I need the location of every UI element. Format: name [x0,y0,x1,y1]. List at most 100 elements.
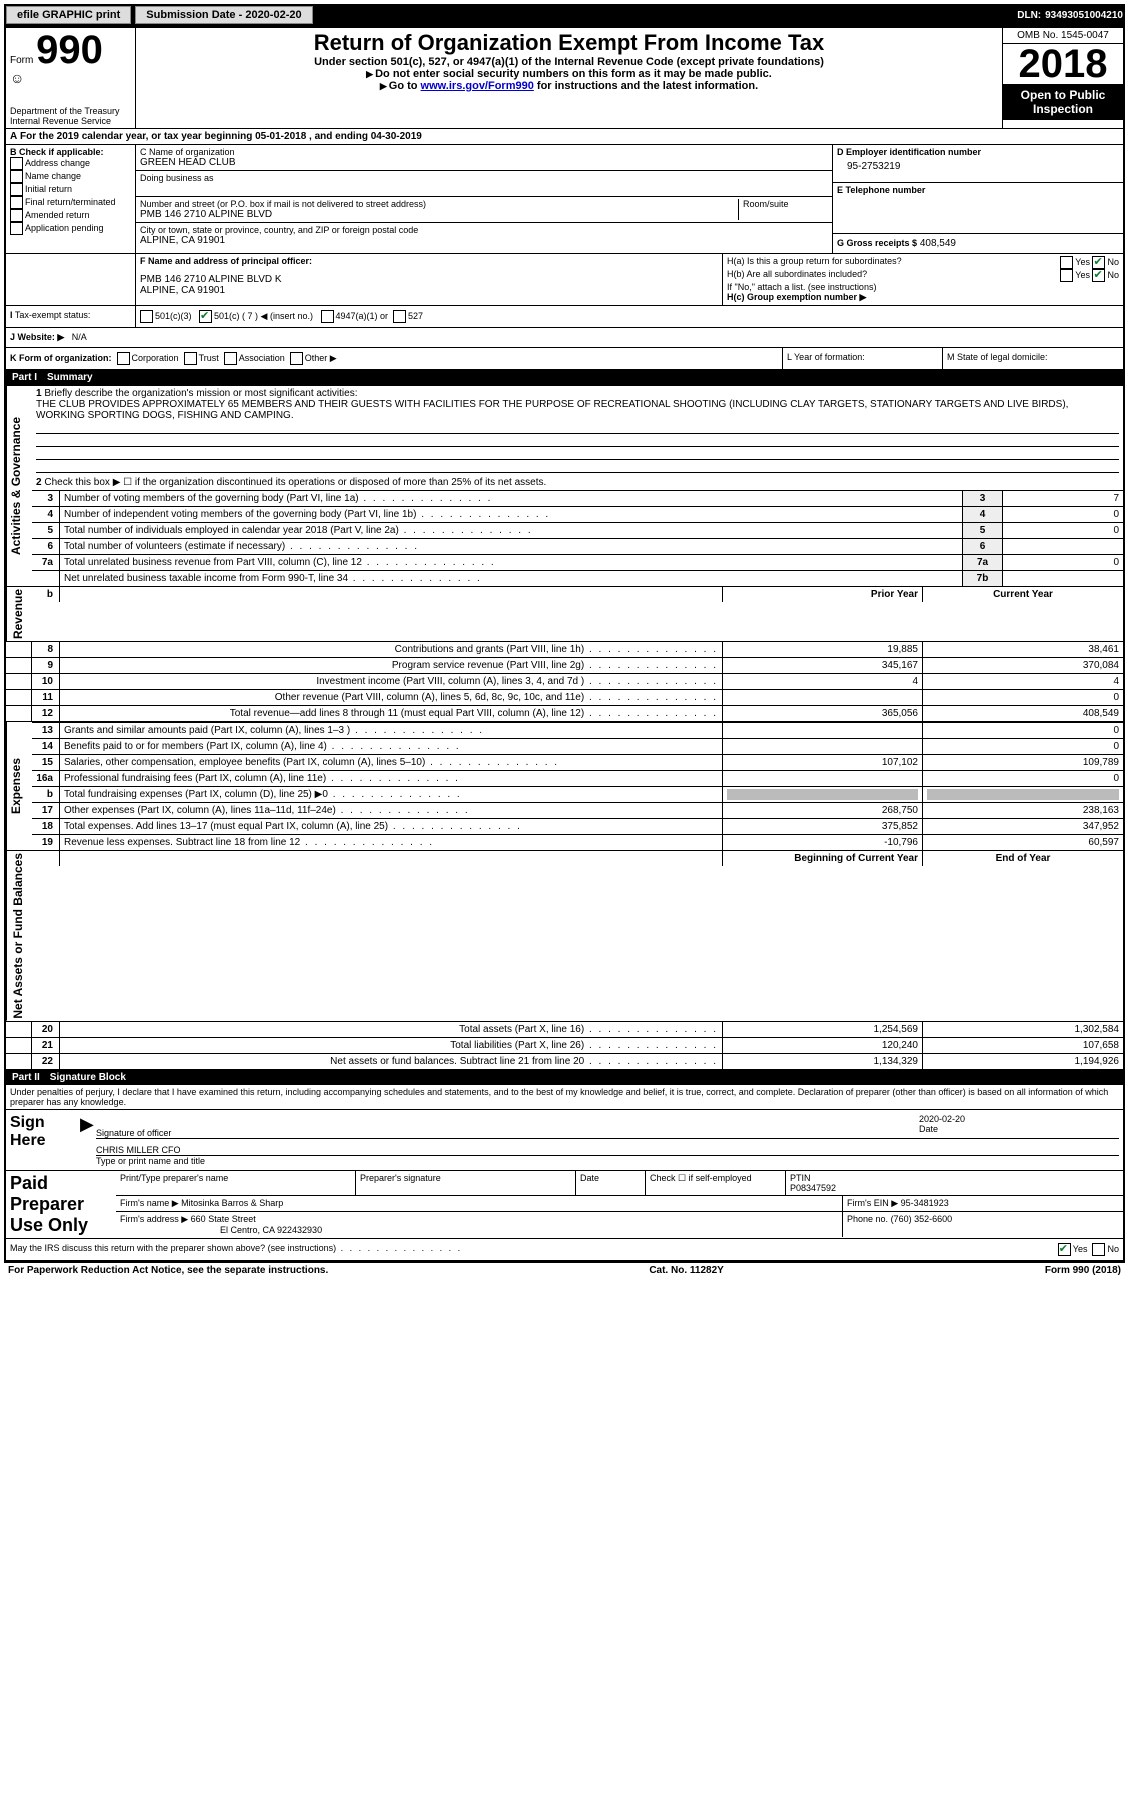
side-expenses: Expenses [6,722,32,850]
mission-label: Briefly describe the organization's miss… [44,388,357,399]
col-current-year: Current Year [923,587,1123,602]
form-title: Return of Organization Exempt From Incom… [140,30,998,56]
cb-name-change[interactable] [10,170,23,183]
submission-date-button[interactable]: Submission Date - 2020-02-20 [135,6,312,24]
form-number: 990 [36,28,103,72]
cb-ha-no[interactable] [1092,256,1105,269]
cb-other[interactable] [290,352,303,365]
sign-here-label: Sign Here [6,1110,76,1170]
opt-address-change: Address change [25,158,90,168]
cb-corp[interactable] [117,352,130,365]
org-name: GREEN HEAD CLUB [140,157,828,168]
line-20: 20Total assets (Part X, line 16)1,254,56… [6,1021,1123,1037]
cb-hb-no[interactable] [1092,269,1105,282]
city-value: ALPINE, CA 91901 [140,235,828,246]
line-2-text: Check this box ▶ ☐ if the organization d… [44,477,546,488]
side-revenue: Revenue [6,587,32,641]
ein-value: 95-2753219 [837,157,1119,180]
ptin-label: PTIN [790,1173,811,1183]
cb-527[interactable] [393,310,406,323]
cb-discuss-yes[interactable] [1058,1243,1071,1256]
city-label: City or town, state or province, country… [140,225,828,235]
cb-501c3[interactable] [140,310,153,323]
footer-form-no: 990 [1073,1265,1090,1276]
officer-name-label: Type or print name and title [96,1155,1119,1166]
firm-name-label: Firm's name ▶ [120,1198,179,1208]
form-org-label: K Form of organization: [10,353,112,363]
officer-name: CHRIS MILLER CFO [96,1145,181,1155]
top-bar: efile GRAPHIC print Submission Date - 20… [4,4,1125,26]
year-formation: L Year of formation: [783,348,943,369]
prep-name-label: Print/Type preparer's name [116,1171,356,1195]
discuss-yes: Yes [1073,1244,1088,1254]
sig-date-label: Date [919,1124,938,1134]
officer-label: F Name and address of principal officer: [140,256,718,266]
line-12: 12Total revenue—add lines 8 through 11 (… [6,705,1123,721]
dba-label: Doing business as [140,173,828,183]
org-name-label: C Name of organization [140,147,828,157]
opt-name-change: Name change [25,171,81,181]
cb-initial-return[interactable] [10,183,23,196]
goto-suffix: for instructions and the latest informat… [534,80,758,92]
h-c-label: H(c) Group exemption number ▶ [727,292,1119,303]
line-17: 17Other expenses (Part IX, column (A), l… [32,802,1123,818]
cb-amended[interactable] [10,209,23,222]
form-subtitle-1: Under section 501(c), 527, or 4947(a)(1)… [140,56,998,68]
dln-value: 93493051004210 [1045,10,1123,21]
perjury-declaration: Under penalties of perjury, I declare th… [6,1085,1123,1109]
part-1-header: Part I Summary [6,369,1123,385]
prep-date-label: Date [576,1171,646,1195]
line-14: 14Benefits paid to or for members (Part … [32,738,1123,754]
efile-print-button[interactable]: efile GRAPHIC print [6,6,131,24]
line-3: 3Number of voting members of the governi… [32,490,1123,506]
firm-name: Mitosinka Barros & Sharp [181,1198,283,1208]
box-c: C Name of organization GREEN HEAD CLUB D… [136,145,833,253]
state-domicile: M State of legal domicile: [943,348,1123,369]
submission-date-label: Submission Date - [146,9,245,21]
section-activities: Activities & Governance 1 Briefly descri… [6,385,1123,586]
line-22: 22Net assets or fund balances. Subtract … [6,1053,1123,1069]
line-21: 21Total liabilities (Part X, line 26)120… [6,1037,1123,1053]
line-18: 18Total expenses. Add lines 13–17 (must … [32,818,1123,834]
entity-info: B Check if applicable: Address change Na… [6,144,1123,253]
opt-501c3: 501(c)(3) [155,311,192,321]
period-text: For the 2019 calendar year, or tax year … [20,131,422,142]
street-value: PMB 146 2710 ALPINE BLVD [140,209,738,220]
line-13: 13Grants and similar amounts paid (Part … [32,722,1123,738]
officer-address: PMB 146 2710 ALPINE BLVD K ALPINE, CA 91… [140,274,718,296]
line-9: 9Program service revenue (Part VIII, lin… [6,657,1123,673]
cb-trust[interactable] [184,352,197,365]
line-19: 19Revenue less expenses. Subtract line 1… [32,834,1123,850]
col-boy: Beginning of Current Year [723,851,923,866]
firm-ein: 95-3481923 [901,1198,949,1208]
cb-address-change[interactable] [10,157,23,170]
irs-link[interactable]: www.irs.gov/Form990 [421,80,534,92]
opt-527: 527 [408,311,423,321]
firm-addr-2: El Centro, CA 922432930 [120,1225,322,1235]
firm-phone-label: Phone no. [847,1214,888,1224]
ptin-value: P08347592 [790,1183,836,1193]
paid-preparer-label: Paid Preparer Use Only [6,1171,116,1238]
cb-discuss-no[interactable] [1092,1243,1105,1256]
part-2-num: Part II [12,1072,40,1083]
form-header: Form 990 ☺ Department of the Treasury In… [6,28,1123,128]
line-10: 10Investment income (Part VIII, column (… [6,673,1123,689]
cb-final-return[interactable] [10,196,23,209]
h-a-label: H(a) Is this a group return for subordin… [727,256,902,269]
gross-receipts-value: 408,549 [920,238,956,249]
discuss-label: May the IRS discuss this return with the… [10,1243,336,1253]
cb-assoc[interactable] [224,352,237,365]
tax-exempt-label: Tax-exempt status: [15,310,91,320]
form-subtitle-2: Do not enter social security numbers on … [375,68,772,80]
cb-501c[interactable] [199,310,212,323]
cb-ha-yes[interactable] [1060,256,1073,269]
side-activities: Activities & Governance [6,386,32,586]
cb-4947[interactable] [321,310,334,323]
opt-trust: Trust [199,353,219,363]
part-1-title: Summary [47,372,93,383]
cb-hb-yes[interactable] [1060,269,1073,282]
sign-here-block: Sign Here ▶ Signature of officer 2020-02… [6,1109,1123,1170]
opt-app-pending: Application pending [25,223,104,233]
prep-self-emp: Check ☐ if self-employed [646,1171,786,1195]
cb-app-pending[interactable] [10,222,23,235]
